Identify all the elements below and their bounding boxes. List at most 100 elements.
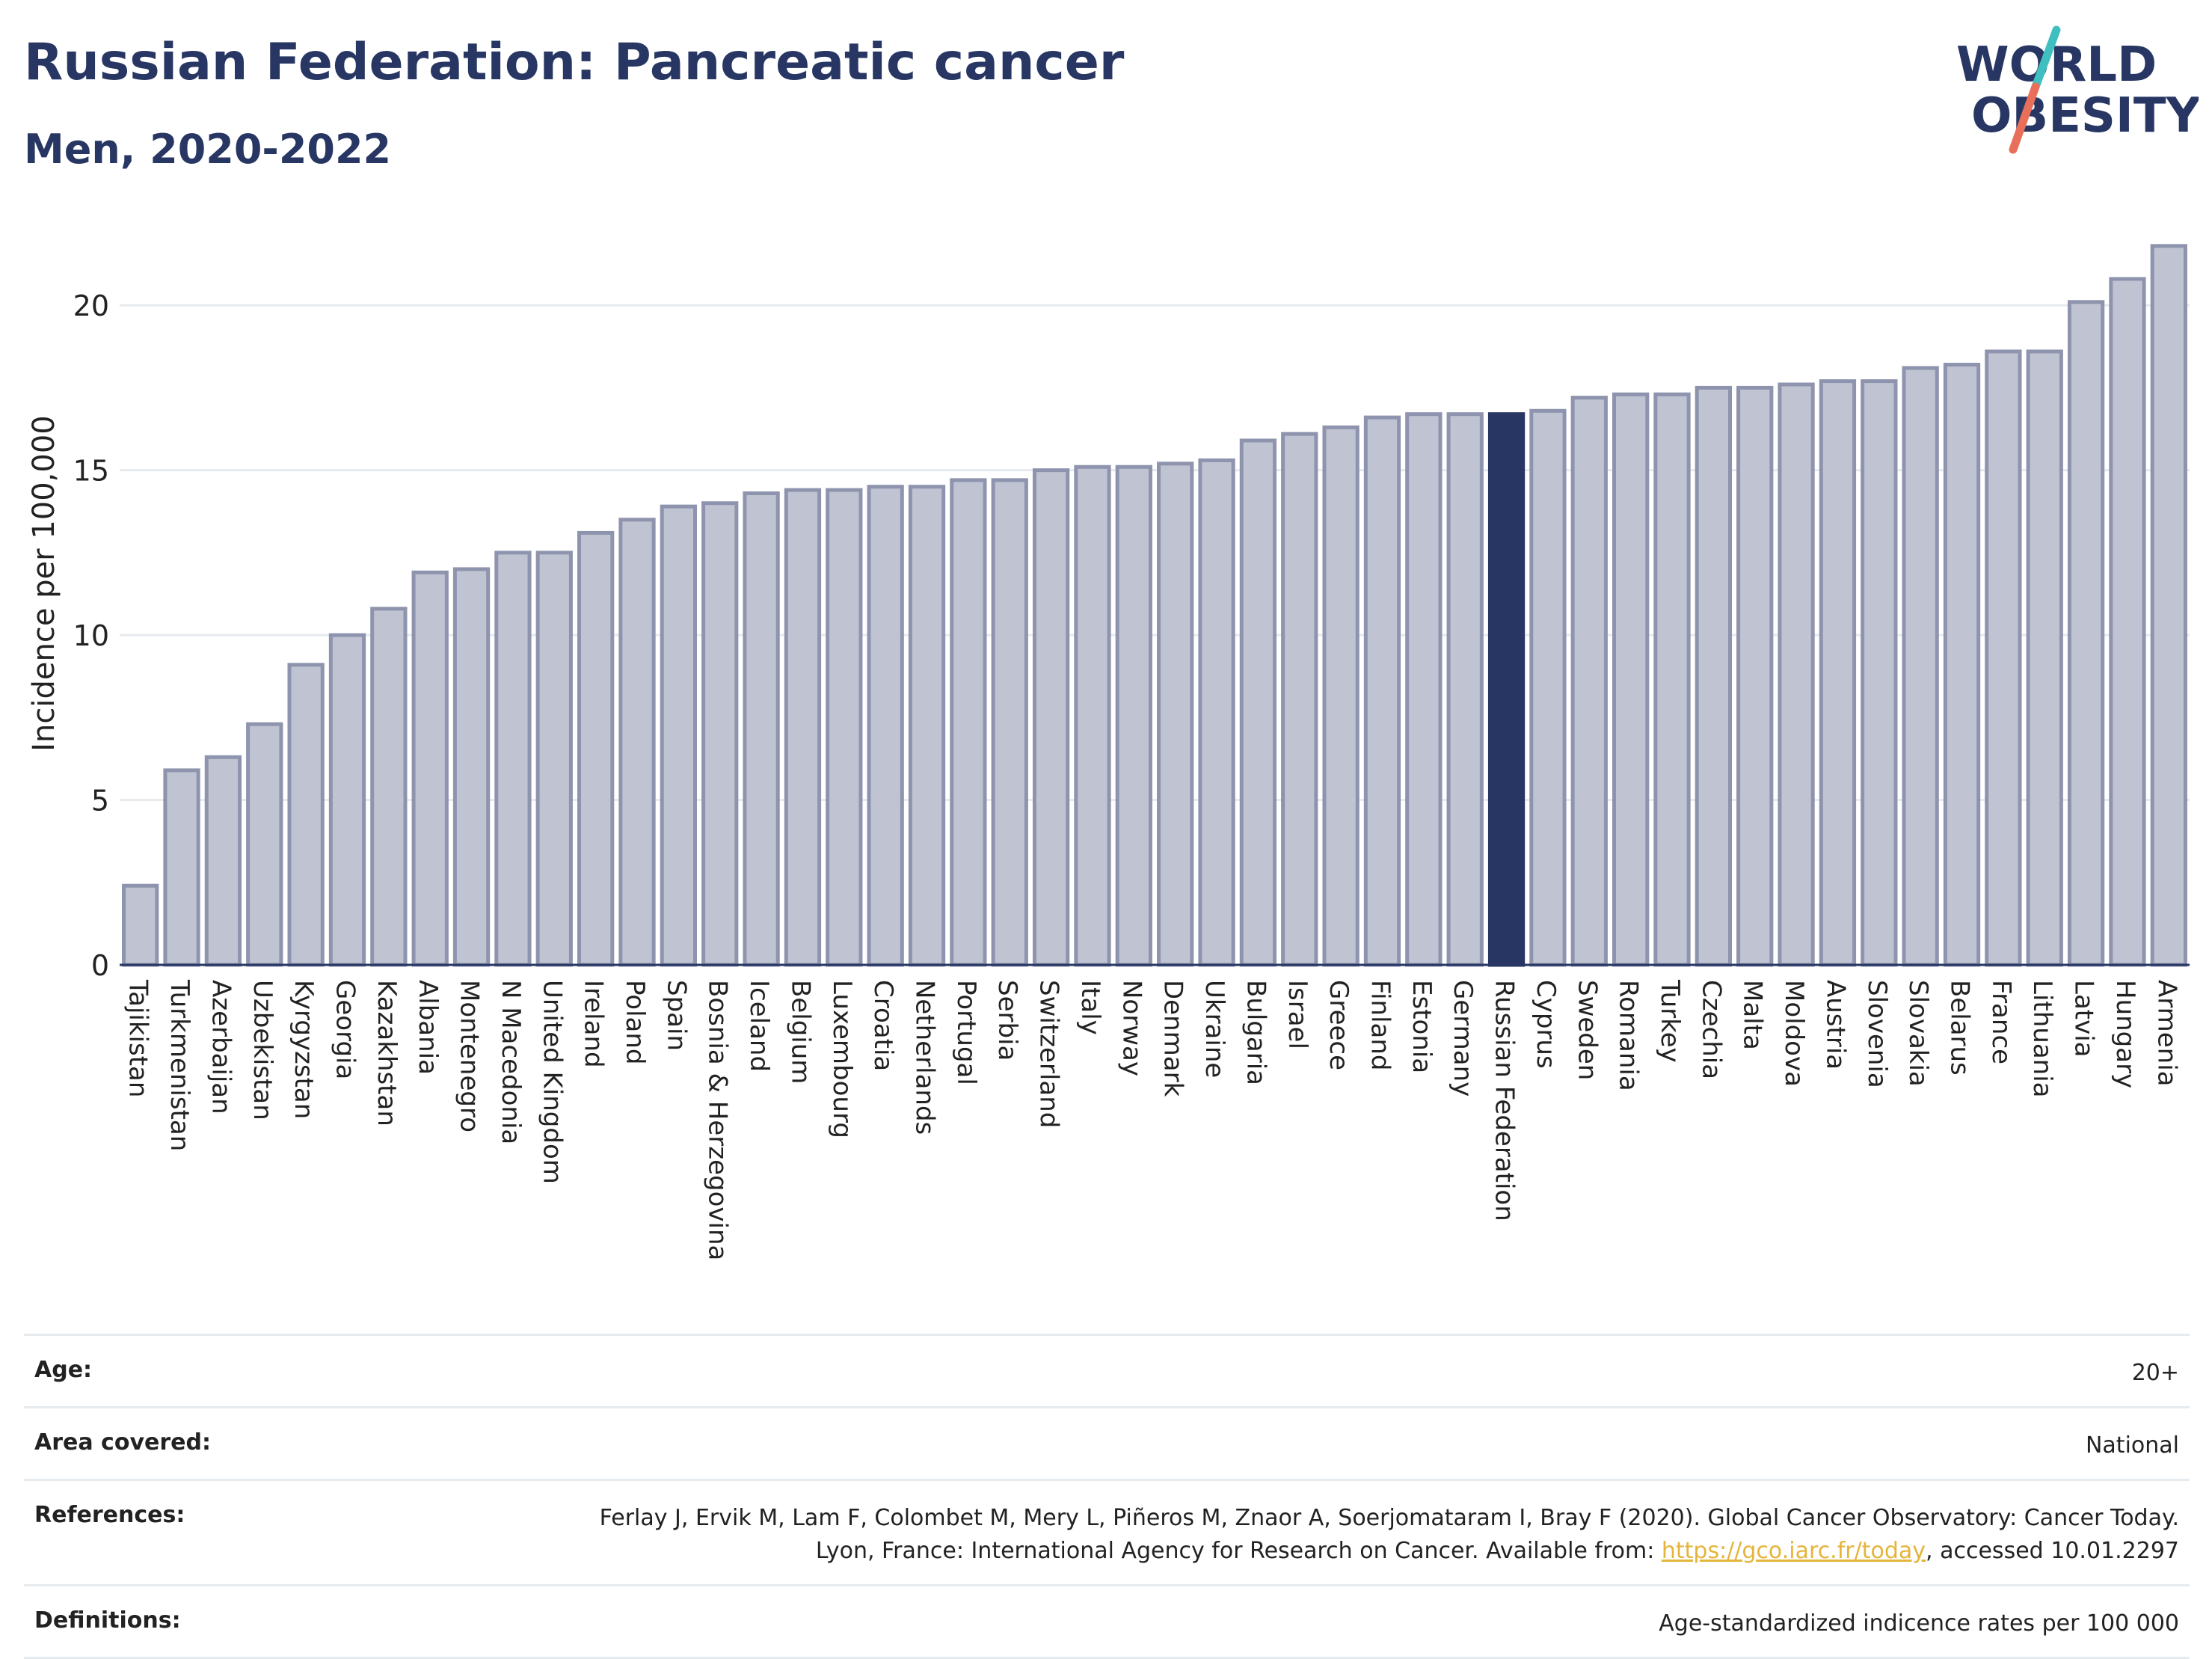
references-text: Ferlay J, Ervik M, Lam F, Colombet M, Me…	[599, 1505, 2179, 1564]
x-tick-label: Montenegro	[455, 980, 485, 1132]
x-tick-label: Belarus	[1945, 980, 1975, 1076]
bar	[1653, 392, 1691, 967]
x-tick-label: Azerbaijan	[206, 980, 236, 1114]
x-tick-label: Poland	[620, 980, 650, 1065]
bar	[950, 478, 987, 967]
bar	[1819, 379, 1857, 967]
bar	[411, 570, 449, 967]
bar	[1902, 366, 1939, 967]
x-tick-label: Moldova	[1779, 980, 1809, 1087]
bar	[701, 501, 739, 967]
x-tick-label: Romania	[1614, 980, 1644, 1091]
references-suffix: , accessed 10.01.2297	[1926, 1538, 2179, 1564]
bar	[370, 607, 408, 967]
x-tick-label: Denmark	[1158, 980, 1188, 1097]
x-tick-label: Latvia	[2069, 980, 2099, 1058]
area-label: Area covered:	[34, 1429, 211, 1456]
x-tick-label: Russian Federation	[1490, 980, 1520, 1221]
info-table: Age: 20+ Area covered: National Referenc…	[24, 1334, 2190, 1659]
age-value: 20+	[2131, 1360, 2179, 1386]
logo-slash-teal	[2031, 25, 2061, 91]
x-tick-label: Italy	[1075, 980, 1105, 1035]
bar	[1612, 392, 1650, 967]
bar	[328, 633, 366, 967]
bar	[2026, 349, 2063, 967]
bar	[1239, 438, 1277, 967]
x-tick-label: Ukraine	[1199, 980, 1229, 1078]
y-tick-label: 5	[91, 785, 109, 818]
definitions-label: Definitions:	[34, 1607, 181, 1634]
bar	[494, 551, 532, 967]
x-tick-label: Iceland	[744, 980, 774, 1072]
bar	[535, 551, 573, 967]
bar	[1032, 468, 1070, 967]
x-tick-label: Lithuania	[2027, 980, 2057, 1097]
x-tick-label: Norway	[1116, 980, 1146, 1076]
y-axis-ticks: 0 5 10 15 20	[73, 289, 109, 982]
bar	[1985, 349, 2022, 967]
bar	[867, 485, 904, 967]
bar	[1736, 385, 1774, 967]
bar	[246, 722, 283, 967]
info-row-area: Area covered: National	[24, 1406, 2190, 1479]
x-tick-label: United Kingdom	[537, 980, 567, 1184]
y-axis-label: Incidence per 100,000	[27, 415, 61, 752]
info-row-age: Age: 20+	[24, 1334, 2190, 1406]
x-tick-label: Hungary	[2110, 980, 2140, 1088]
x-tick-label: Estonia	[1407, 980, 1437, 1073]
bar	[452, 567, 491, 967]
bar	[991, 478, 1028, 967]
info-row-references: References: Ferlay J, Ervik M, Lam F, Co…	[24, 1479, 2190, 1584]
bar	[1861, 379, 1898, 967]
bar-highlight	[1487, 412, 1526, 967]
bar	[826, 488, 863, 967]
x-tick-label: Croatia	[868, 980, 898, 1071]
bar	[618, 518, 656, 967]
age-label: Age:	[34, 1357, 93, 1383]
world-obesity-logo: WORLD OBESITY	[1956, 25, 2199, 154]
bar	[1446, 412, 1484, 967]
bar	[1405, 412, 1443, 967]
references-link[interactable]: https://gco.iarc.fr/today	[1661, 1538, 1926, 1564]
x-tick-label: Armenia	[2151, 980, 2181, 1087]
y-tick-label: 0	[91, 949, 109, 982]
bar	[1115, 464, 1152, 967]
x-tick-label: Bulgaria	[1241, 980, 1271, 1085]
x-tick-label: Spain	[661, 980, 691, 1051]
x-axis-labels: Tajikistan Turkmenistan Azerbaijan Uzbekist…	[123, 979, 2182, 1260]
bar	[784, 488, 822, 967]
x-tick-label: Albania	[413, 980, 443, 1075]
chart-title: Russian Federation: Pancreatic cancer	[24, 33, 1125, 92]
bar	[163, 768, 200, 967]
x-tick-label: Bosnia & Herzegovina	[703, 980, 733, 1260]
x-tick-label: Ireland	[579, 980, 609, 1068]
bar	[1281, 432, 1318, 967]
x-tick-label: Greece	[1324, 980, 1354, 1070]
bar	[743, 491, 780, 967]
x-tick-label: Germany	[1448, 980, 1478, 1097]
bar	[1157, 461, 1194, 967]
x-tick-label: France	[1986, 980, 2016, 1064]
bar-chart: 0 5 10 15 20 Tajikistan Turkmenistan Azerbaija…	[27, 244, 2190, 1260]
x-tick-label: Austria	[1820, 980, 1850, 1070]
bar	[2067, 300, 2105, 967]
bar	[2109, 277, 2146, 967]
references-label: References:	[34, 1502, 185, 1528]
x-tick-label: N Macedonia	[496, 980, 526, 1144]
x-tick-label: Malta	[1738, 980, 1768, 1050]
y-tick-label: 15	[73, 455, 109, 488]
bar	[908, 485, 946, 967]
logo-slash-coral	[2009, 82, 2040, 154]
bar	[1943, 363, 1981, 967]
x-tick-label: Finland	[1365, 980, 1395, 1071]
x-tick-label: Portugal	[951, 980, 981, 1085]
bar	[1778, 382, 1815, 967]
area-value: National	[2085, 1432, 2179, 1459]
bar	[122, 883, 159, 967]
bar	[660, 504, 698, 967]
logo-text-obesity: OBESITY	[1971, 88, 2199, 144]
bar	[1363, 415, 1401, 967]
x-tick-label: Tajikistan	[123, 979, 153, 1097]
bar	[577, 530, 615, 967]
references-value: Ferlay J, Ervik M, Lam F, Colombet M, Me…	[534, 1502, 2179, 1568]
